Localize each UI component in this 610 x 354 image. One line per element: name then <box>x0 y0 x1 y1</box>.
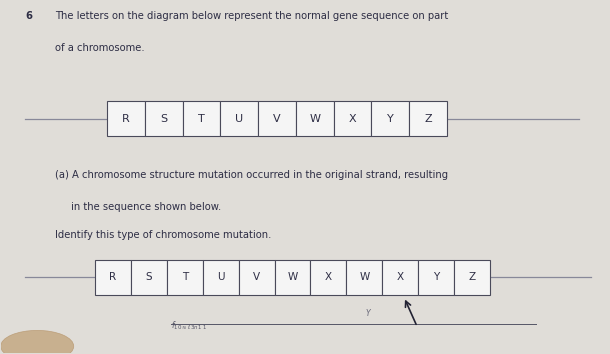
FancyBboxPatch shape <box>145 101 182 136</box>
Text: 6: 6 <box>25 11 32 21</box>
FancyBboxPatch shape <box>107 101 145 136</box>
FancyBboxPatch shape <box>182 101 220 136</box>
FancyBboxPatch shape <box>454 260 490 295</box>
FancyBboxPatch shape <box>220 101 258 136</box>
FancyBboxPatch shape <box>296 101 334 136</box>
Text: T: T <box>198 114 205 124</box>
FancyBboxPatch shape <box>382 260 418 295</box>
Text: $f_{10\approx\ell\,3n\,1\,1}$: $f_{10\approx\ell\,3n\,1\,1}$ <box>171 320 207 332</box>
FancyBboxPatch shape <box>371 101 409 136</box>
Text: Y: Y <box>366 309 370 318</box>
Text: U: U <box>217 273 224 282</box>
FancyBboxPatch shape <box>274 260 310 295</box>
Text: W: W <box>359 273 370 282</box>
FancyBboxPatch shape <box>418 260 454 295</box>
Text: Y: Y <box>387 114 393 124</box>
FancyBboxPatch shape <box>346 260 382 295</box>
Text: R: R <box>109 273 117 282</box>
Text: (a) A chromosome structure mutation occurred in the original strand, resulting: (a) A chromosome structure mutation occu… <box>56 170 448 180</box>
FancyBboxPatch shape <box>310 260 346 295</box>
Ellipse shape <box>1 330 74 354</box>
Text: W: W <box>287 273 298 282</box>
Text: W: W <box>309 114 320 124</box>
Text: Identify this type of chromosome mutation.: Identify this type of chromosome mutatio… <box>56 230 272 240</box>
Text: U: U <box>235 114 243 124</box>
Text: V: V <box>273 114 281 124</box>
FancyBboxPatch shape <box>258 101 296 136</box>
Text: S: S <box>146 273 152 282</box>
Text: X: X <box>325 273 332 282</box>
FancyBboxPatch shape <box>239 260 274 295</box>
Text: Z: Z <box>468 273 476 282</box>
Text: T: T <box>182 273 188 282</box>
FancyBboxPatch shape <box>203 260 239 295</box>
FancyBboxPatch shape <box>409 101 447 136</box>
Text: V: V <box>253 273 260 282</box>
Text: of a chromosome.: of a chromosome. <box>56 43 145 53</box>
Text: The letters on the diagram below represent the normal gene sequence on part: The letters on the diagram below represe… <box>56 11 449 21</box>
Text: in the sequence shown below.: in the sequence shown below. <box>71 202 221 212</box>
FancyBboxPatch shape <box>167 260 203 295</box>
Text: X: X <box>349 114 356 124</box>
FancyBboxPatch shape <box>334 101 371 136</box>
Text: X: X <box>396 273 404 282</box>
FancyBboxPatch shape <box>131 260 167 295</box>
Text: R: R <box>122 114 130 124</box>
Text: S: S <box>160 114 167 124</box>
Text: Y: Y <box>433 273 439 282</box>
FancyBboxPatch shape <box>95 260 131 295</box>
Text: Z: Z <box>424 114 432 124</box>
